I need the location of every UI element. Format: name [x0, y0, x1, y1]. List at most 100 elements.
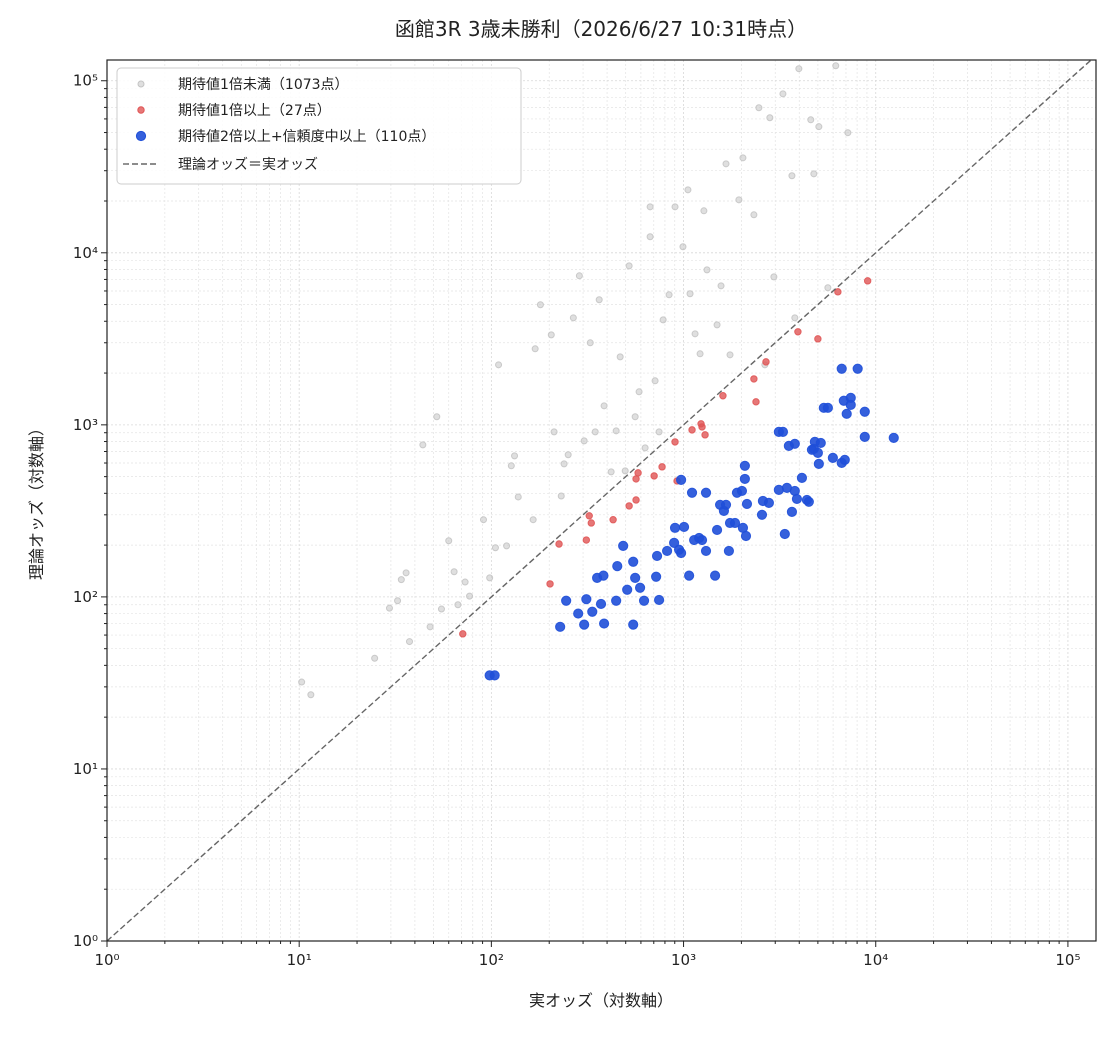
- point: [459, 630, 467, 638]
- point: [433, 413, 441, 421]
- y-tick-label: 10⁵: [73, 72, 98, 90]
- point: [575, 272, 583, 280]
- point: [700, 207, 708, 215]
- point: [581, 594, 592, 605]
- point: [722, 160, 730, 168]
- point: [555, 621, 566, 632]
- point: [635, 388, 643, 396]
- point: [686, 487, 698, 498]
- legend-label: 期待値1倍未満（1073点）: [178, 77, 349, 93]
- point: [595, 296, 603, 304]
- point: [824, 284, 832, 292]
- point: [397, 576, 405, 584]
- point: [489, 670, 500, 681]
- point: [844, 129, 852, 137]
- legend-box: [116, 67, 522, 185]
- point: [803, 496, 814, 507]
- point: [755, 104, 763, 112]
- point: [591, 428, 599, 436]
- point: [717, 282, 725, 290]
- point: [766, 114, 774, 122]
- point: [665, 291, 673, 299]
- point: [750, 211, 758, 219]
- point: [587, 606, 598, 617]
- point: [385, 604, 393, 612]
- point: [632, 475, 640, 483]
- point: [786, 506, 798, 517]
- legend-marker: [135, 130, 147, 142]
- point: [514, 493, 522, 501]
- point: [486, 574, 494, 582]
- chart-title: 函館3R 3歳未勝利（2026/6/27 10:31時点）: [395, 17, 807, 41]
- point: [536, 301, 544, 309]
- point: [550, 428, 558, 436]
- y-tick-label: 10¹: [73, 760, 98, 778]
- point: [631, 413, 639, 421]
- point: [795, 65, 803, 73]
- point: [598, 618, 610, 629]
- point: [750, 375, 758, 383]
- point: [713, 321, 721, 329]
- point: [582, 536, 591, 544]
- point: [598, 570, 609, 581]
- y-tick-label: 10⁰: [73, 932, 98, 950]
- series: [298, 62, 852, 699]
- point: [641, 444, 649, 452]
- x-tick-label: 10⁴: [863, 951, 888, 969]
- reference-line: [106, 59, 1092, 942]
- point: [852, 363, 863, 374]
- point: [736, 485, 748, 497]
- point: [859, 431, 870, 443]
- point: [756, 509, 768, 520]
- point: [507, 462, 515, 470]
- point: [696, 534, 708, 546]
- point: [628, 556, 639, 567]
- x-tick-label: 10⁵: [1055, 951, 1080, 969]
- point: [741, 498, 753, 510]
- point: [406, 638, 414, 646]
- point: [632, 496, 640, 504]
- plot-frame: [106, 59, 1097, 942]
- series: [459, 277, 872, 638]
- point: [701, 431, 709, 439]
- point: [729, 517, 741, 529]
- point: [298, 678, 306, 686]
- x-tick-label: 10³: [671, 951, 696, 969]
- legend-label: 期待値1倍以上（27点）: [178, 103, 331, 119]
- point: [814, 335, 822, 343]
- point: [557, 492, 565, 500]
- point: [426, 623, 434, 631]
- point: [445, 537, 453, 545]
- point: [698, 423, 706, 431]
- point: [491, 544, 499, 552]
- point: [618, 540, 629, 551]
- point: [595, 598, 607, 610]
- point: [684, 186, 692, 194]
- point: [739, 460, 750, 471]
- point: [726, 351, 734, 359]
- point: [628, 619, 639, 630]
- point: [696, 350, 704, 358]
- point: [863, 277, 872, 285]
- point: [679, 243, 687, 251]
- point: [560, 460, 568, 468]
- point: [371, 654, 379, 662]
- point: [762, 358, 770, 366]
- point: [739, 154, 747, 162]
- point: [622, 584, 633, 595]
- point: [845, 399, 856, 410]
- point: [763, 497, 774, 508]
- point: [777, 426, 789, 437]
- point: [678, 521, 690, 533]
- point: [419, 441, 427, 449]
- point: [600, 402, 608, 410]
- point: [638, 595, 650, 606]
- point: [612, 561, 623, 572]
- point: [671, 438, 679, 446]
- point: [703, 266, 711, 274]
- x-tick-label: 10²: [479, 951, 504, 969]
- point: [646, 203, 654, 211]
- point: [630, 572, 641, 583]
- point: [579, 619, 590, 630]
